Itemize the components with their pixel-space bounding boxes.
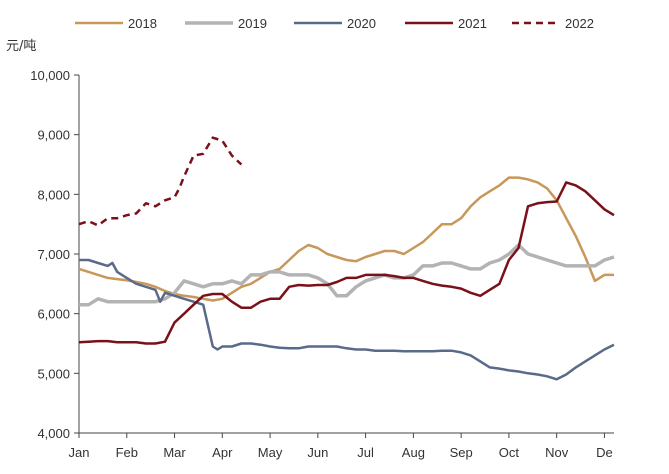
legend-item-2020: 2020	[294, 16, 376, 31]
x-tick-label: Feb	[116, 445, 138, 460]
series-line-2022	[78, 136, 243, 227]
legend-label: 2021	[458, 16, 487, 31]
x-tick-label: May	[258, 445, 283, 460]
legend-label: 2019	[238, 16, 267, 31]
series-line-2018	[78, 176, 614, 302]
x-tick-label: Apr	[212, 445, 233, 460]
y-axis: 4,000 5,000 6,000 7,000 8,000 9,000 10,000	[30, 68, 80, 441]
legend-label: 2022	[565, 16, 594, 31]
y-tick-label: 5,000	[37, 366, 70, 381]
x-tick-label: Oct	[499, 445, 520, 460]
legend: 2018 2019 2020 2021 2022	[75, 16, 594, 31]
y-tick-label: 6,000	[37, 307, 70, 322]
y-axis-unit-label: 元/吨	[6, 39, 36, 54]
x-tick-label: Jan	[69, 445, 90, 460]
y-tick-label: 9,000	[37, 128, 70, 143]
x-tick-label: De	[596, 445, 613, 460]
plot-area	[78, 136, 615, 381]
series-line-2020	[79, 258, 615, 381]
y-tick-label: 10,000	[30, 68, 70, 83]
series-line-2021	[78, 181, 615, 345]
x-tick-label: Mar	[163, 445, 186, 460]
x-tick-label: Aug	[402, 445, 425, 460]
x-axis: Jan Feb Mar Apr May Jun Jul Aug Sep Oct Nov De	[69, 432, 614, 460]
legend-item-2021: 2021	[405, 16, 487, 31]
y-tick-label: 4,000	[37, 426, 70, 441]
legend-item-2018: 2018	[75, 16, 157, 31]
legend-label: 2020	[347, 16, 376, 31]
y-tick-label: 7,000	[37, 247, 70, 262]
legend-label: 2018	[128, 16, 157, 31]
x-tick-label: Jun	[307, 445, 328, 460]
y-tick-label: 8,000	[37, 187, 70, 202]
series-line-2019	[79, 243, 615, 307]
x-tick-label: Jul	[357, 445, 374, 460]
x-tick-label: Sep	[450, 445, 473, 460]
legend-item-2022: 2022	[512, 16, 594, 31]
legend-item-2019: 2019	[185, 16, 267, 31]
x-tick-label: Nov	[545, 445, 569, 460]
